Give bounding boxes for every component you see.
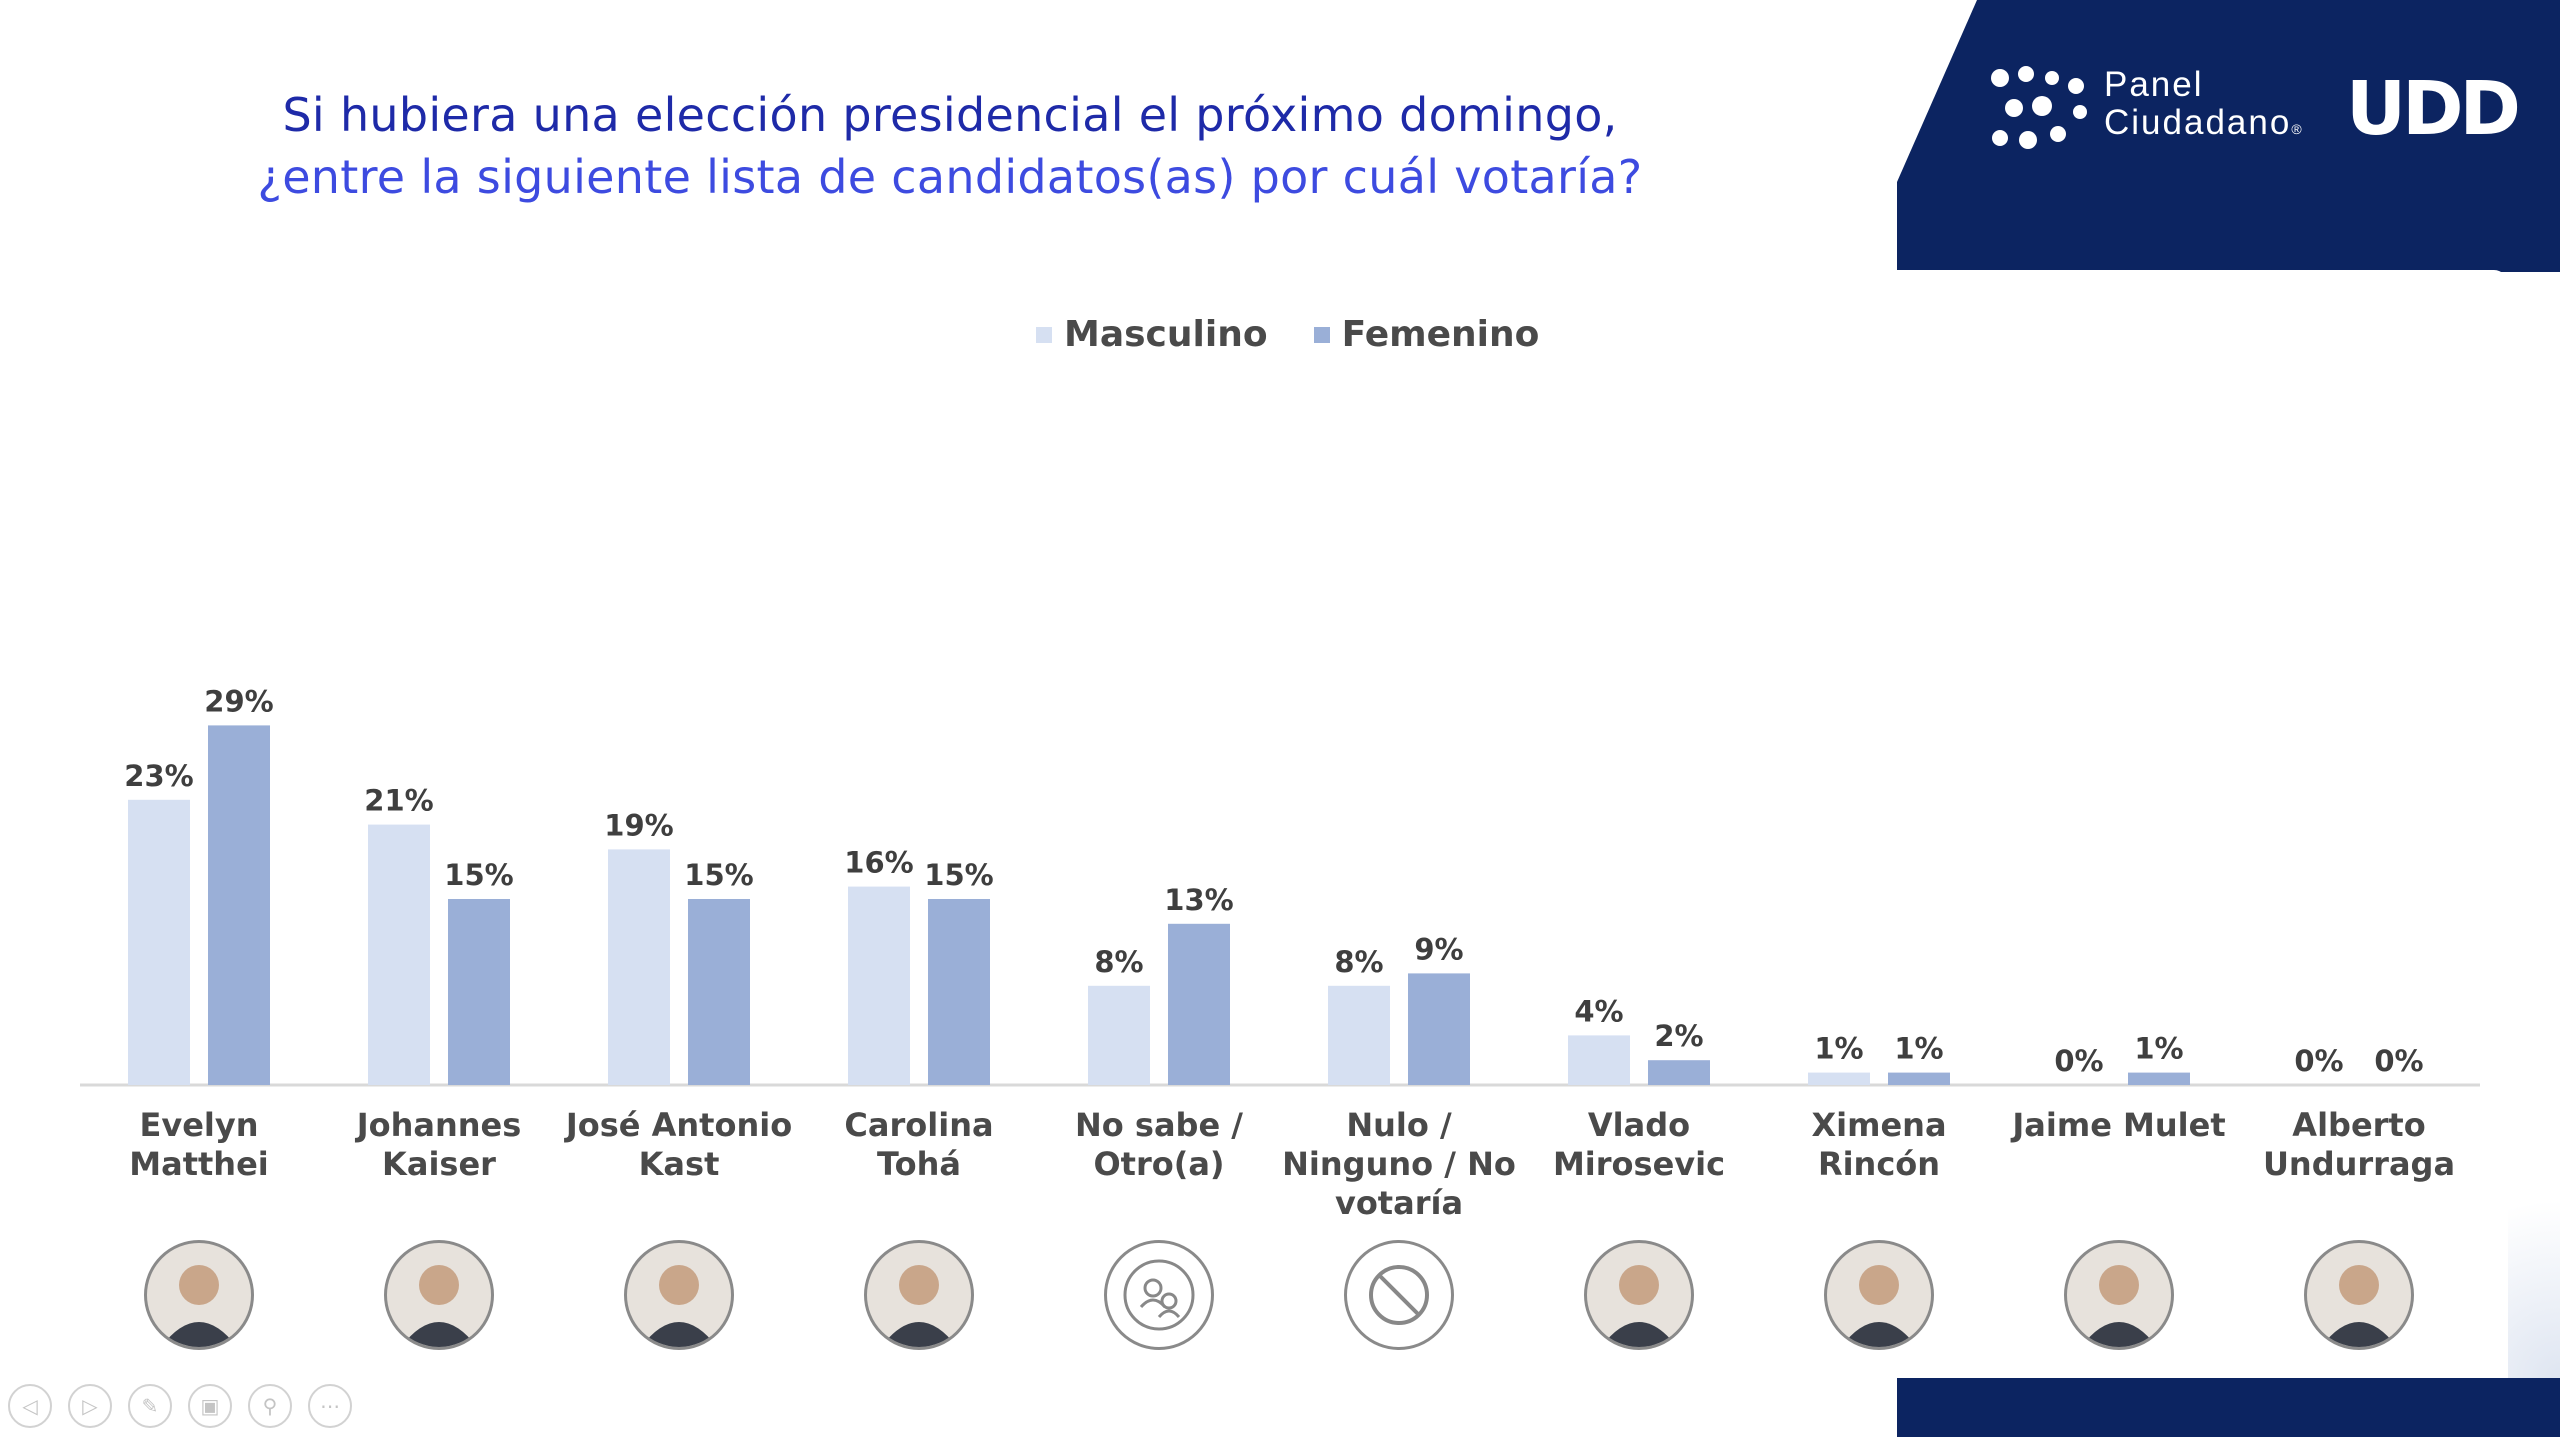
data-label-masculino-nulo-ninguno-no-votaria: 8% — [1334, 945, 1383, 979]
legend-swatch-femenino — [1313, 326, 1330, 343]
panel-ciudadano-text: Panel Ciudadano® — [2104, 66, 2304, 148]
bar-femenino-carolina-toha — [928, 899, 990, 1085]
category-label-johannes-kaiser: Johannes Kaiser — [356, 1106, 522, 1183]
data-label-femenino-nulo-ninguno-no-votaria: 9% — [1414, 932, 1463, 966]
data-label-masculino-alberto-undurraga: 0% — [2294, 1044, 2343, 1078]
more-icon[interactable]: ⋯ — [308, 1384, 352, 1428]
data-label-femenino-jaime-mulet: 1% — [2134, 1032, 2183, 1066]
decorative-pattern — [2508, 1130, 2560, 1378]
candidate-photo-alberto-undurraga — [2304, 1240, 2414, 1350]
data-label-femenino-ximena-rincon: 1% — [1894, 1032, 1943, 1066]
legend-label-masculino: Masculino — [1064, 314, 1268, 355]
bar-masculino-no-sabe-otro-a — [1088, 985, 1150, 1085]
ciudadano-text: Ciudadano — [2104, 103, 2292, 142]
chart-legend: Masculino Femenino — [1036, 314, 1539, 355]
udd-logo: UDD — [2346, 66, 2521, 152]
data-label-femenino-vlado-mirosevic: 2% — [1654, 1019, 1703, 1053]
bar-masculino-johannes-kaiser — [368, 824, 430, 1085]
candidate-photo-vlado-mirosevic — [1584, 1240, 1694, 1350]
previous-icon[interactable]: ◁ — [8, 1384, 52, 1428]
category-label-no-sabe-otro-a: No sabe / Otro(a) — [1075, 1106, 1243, 1183]
category-label-alberto-undurraga: Alberto Undurraga — [2262, 1106, 2456, 1183]
panel-text: Panel — [2104, 65, 2204, 104]
zoom-icon[interactable]: ⚲ — [248, 1384, 292, 1428]
bar-masculino-nulo-ninguno-no-votaria — [1328, 985, 1390, 1085]
bar-femenino-ximena-rincon — [1888, 1072, 1950, 1085]
bar-masculino-jose-antonio-kast — [608, 849, 670, 1085]
slides-icon[interactable]: ▣ — [188, 1384, 232, 1428]
presentation-toolbar: ◁ ▷ ✎ ▣ ⚲ ⋯ — [8, 1384, 352, 1428]
category-label-ximena-rincon: Ximena Rincón — [1811, 1106, 1947, 1183]
pen-icon[interactable]: ✎ — [128, 1384, 172, 1428]
data-label-masculino-ximena-rincon: 1% — [1814, 1032, 1863, 1066]
bar-femenino-evelyn-matthei — [208, 725, 270, 1085]
category-label-carolina-toha: Carolina Tohá — [844, 1106, 994, 1183]
legend-label-femenino: Femenino — [1341, 314, 1540, 355]
legend-swatch-masculino — [1036, 326, 1052, 343]
legend-item-femenino: Femenino — [1313, 314, 1540, 355]
bar-femenino-vlado-mirosevic — [1648, 1060, 1710, 1085]
chart-title-line1: Si hubiera una elección presidencial el … — [282, 88, 1618, 142]
data-label-femenino-evelyn-matthei: 29% — [204, 684, 273, 718]
candidate-photo-jose-antonio-kast — [624, 1240, 734, 1350]
category-label-nulo-ninguno-no-votaria: Nulo / Ninguno / No votaría — [1282, 1106, 1516, 1222]
next-icon[interactable]: ▷ — [68, 1384, 112, 1428]
candidate-photo-carolina-toha — [864, 1240, 974, 1350]
bar-femenino-no-sabe-otro-a — [1168, 923, 1230, 1085]
panel-dots-icon — [1991, 66, 2087, 149]
bar-femenino-nulo-ninguno-no-votaria — [1408, 973, 1470, 1085]
data-label-masculino-carolina-toha: 16% — [844, 846, 913, 880]
data-label-masculino-johannes-kaiser: 21% — [364, 784, 433, 818]
data-label-femenino-no-sabe-otro-a: 13% — [1164, 883, 1233, 917]
brand-footer-band — [1897, 1378, 2560, 1437]
data-label-masculino-jaime-mulet: 0% — [2054, 1044, 2103, 1078]
candidate-photo-johannes-kaiser — [384, 1240, 494, 1350]
bar-masculino-evelyn-matthei — [128, 799, 190, 1085]
registered-mark: ® — [2291, 121, 2304, 137]
category-label-jaime-mulet: Jaime Mulet — [2012, 1106, 2226, 1144]
data-label-femenino-johannes-kaiser: 15% — [444, 858, 513, 892]
data-label-masculino-evelyn-matthei: 23% — [124, 759, 193, 793]
candidate-photo-evelyn-matthei — [144, 1240, 254, 1350]
data-label-femenino-alberto-undurraga: 0% — [2374, 1044, 2423, 1078]
candidate-photo-jaime-mulet — [2064, 1240, 2174, 1350]
no-sabe-icon — [1104, 1240, 1214, 1350]
chart-title-line2: ¿entre la siguiente lista de candidatos(… — [257, 150, 1643, 204]
category-label-evelyn-matthei: Evelyn Matthei — [129, 1106, 269, 1183]
bar-femenino-jaime-mulet — [2128, 1072, 2190, 1085]
data-label-femenino-carolina-toha: 15% — [924, 858, 993, 892]
chart-card — [0, 270, 2508, 1378]
bar-masculino-vlado-mirosevic — [1568, 1035, 1630, 1085]
bar-masculino-ximena-rincon — [1808, 1072, 1870, 1085]
data-label-masculino-jose-antonio-kast: 19% — [604, 808, 673, 842]
data-label-masculino-vlado-mirosevic: 4% — [1574, 994, 1623, 1028]
nulo-icon — [1344, 1240, 1454, 1350]
data-label-femenino-jose-antonio-kast: 15% — [684, 858, 753, 892]
category-label-vlado-mirosevic: Vlado Mirosevic — [1552, 1106, 1726, 1183]
legend-item-masculino: Masculino — [1036, 314, 1268, 355]
bar-masculino-carolina-toha — [848, 886, 910, 1085]
bar-femenino-johannes-kaiser — [448, 899, 510, 1085]
candidate-photo-ximena-rincon — [1824, 1240, 1934, 1350]
category-label-jose-antonio-kast: José Antonio Kast — [565, 1106, 793, 1183]
bar-femenino-jose-antonio-kast — [688, 899, 750, 1085]
data-label-masculino-no-sabe-otro-a: 8% — [1094, 945, 1143, 979]
